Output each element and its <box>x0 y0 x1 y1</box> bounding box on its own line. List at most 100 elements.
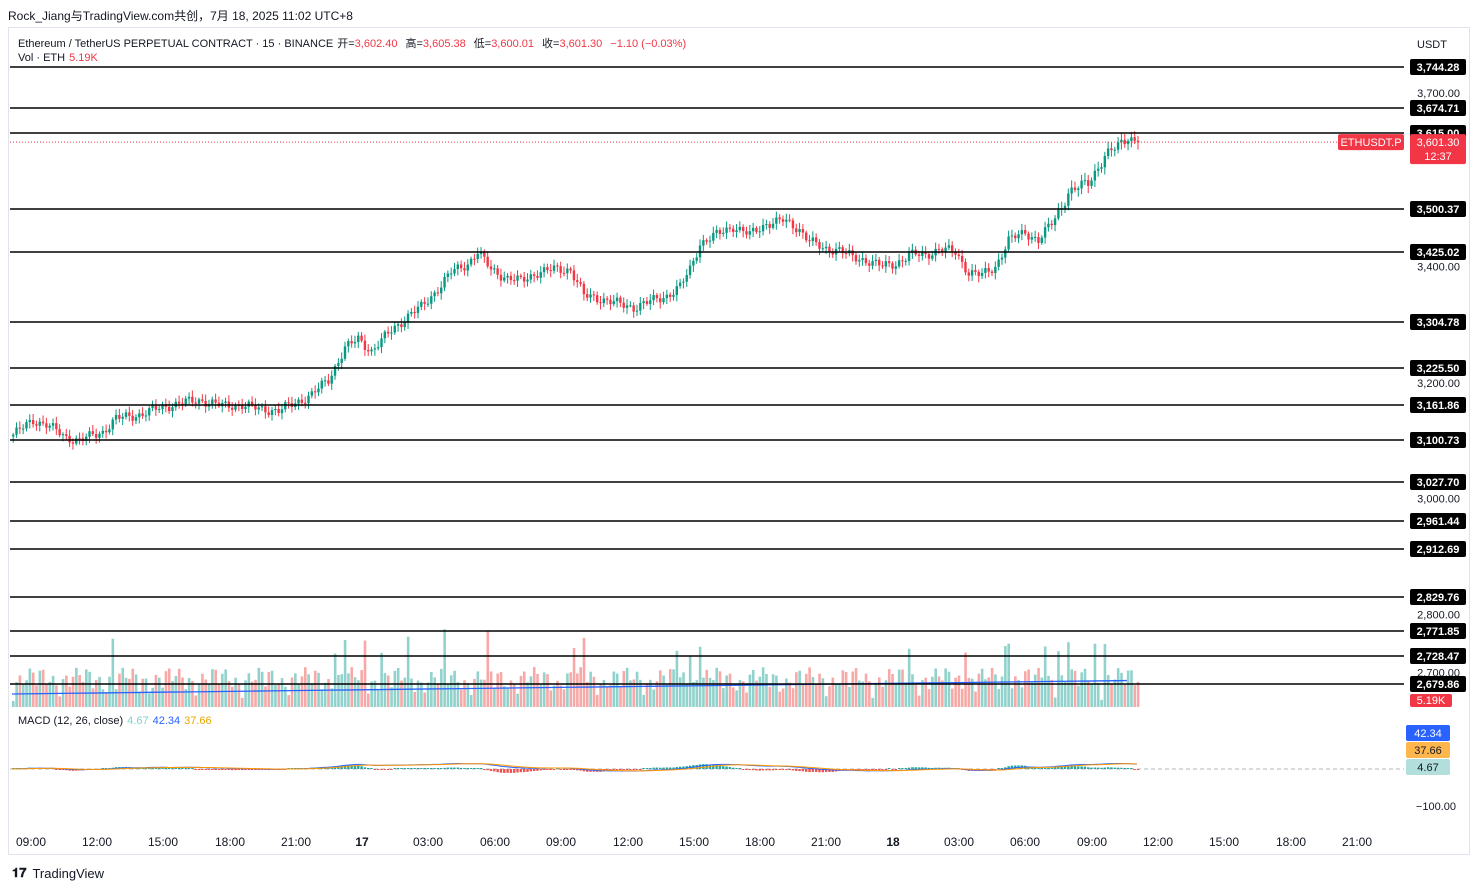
volume-bar <box>619 687 622 707</box>
macd-histogram-bar <box>227 769 231 771</box>
volume-bar <box>864 673 868 707</box>
candle-body <box>499 274 503 281</box>
candle-body <box>765 224 768 226</box>
macd-axis-tick: −100.00 <box>1416 801 1456 813</box>
candle-body <box>55 423 58 430</box>
volume-bar <box>901 669 904 707</box>
macd-histogram-bar <box>897 768 901 769</box>
volume-label[interactable]: Vol · ETH <box>18 52 66 64</box>
macd-histogram-bar <box>1103 767 1107 769</box>
x-axis-tick-label: 21:00 <box>281 835 311 849</box>
macd-histogram-bar <box>805 769 808 772</box>
volume-bar <box>595 694 599 707</box>
tradingview-logo-icon[interactable]: 𝟏𝟕 <box>12 866 27 881</box>
level-label-badge <box>1410 100 1466 116</box>
candle-body <box>984 268 987 273</box>
volume-bar <box>602 679 606 707</box>
macd-histogram-bar <box>526 769 529 772</box>
y-axis-tick-label: 2,800.00 <box>1417 609 1460 621</box>
volume-bar <box>45 684 48 707</box>
volume-bar <box>12 701 15 707</box>
volume-bar <box>894 683 898 707</box>
macd-histogram-bar <box>1093 767 1097 769</box>
candle-body <box>280 409 284 414</box>
candle-body <box>662 298 665 303</box>
macd-histogram-bar <box>821 769 824 773</box>
symbol-legend: Ethereum / TetherUS PERPETUAL CONTRACT ·… <box>18 35 690 51</box>
volume-bar <box>509 680 513 707</box>
candle-body <box>453 268 456 274</box>
macd-histogram-bar <box>141 768 144 769</box>
candle-body <box>1103 156 1107 168</box>
macd-histogram-bar <box>1100 767 1103 769</box>
level-label-badge <box>1410 589 1466 605</box>
volume-bar <box>267 671 271 707</box>
candle-body <box>138 413 141 418</box>
macd-histogram-bar <box>509 769 513 773</box>
volume-bar <box>639 679 642 707</box>
level-label-badge <box>1410 623 1466 639</box>
x-axis-tick-label: 18:00 <box>1276 835 1306 849</box>
volume-bar <box>1087 681 1090 707</box>
candle-body <box>1020 230 1024 235</box>
macd-histogram-bar <box>738 768 742 769</box>
symbol-name[interactable]: Ethereum / TetherUS PERPETUAL CONTRACT ·… <box>18 38 334 50</box>
candle-body <box>476 253 479 259</box>
candle-body <box>45 423 48 428</box>
high-label: 高= <box>405 38 423 50</box>
volume-bar <box>957 675 961 707</box>
macd-histogram-bar <box>732 767 735 769</box>
volume-bar <box>476 671 480 707</box>
candle-body <box>844 253 848 255</box>
volume-bar <box>539 684 543 707</box>
volume-bar <box>164 671 168 707</box>
macd-histogram-bar <box>990 769 994 770</box>
volume-bar <box>858 680 861 707</box>
candle-body <box>323 380 327 382</box>
macd-histogram-bar <box>788 769 791 770</box>
candle-body <box>440 287 443 294</box>
candle-body <box>486 256 489 267</box>
candle-body <box>463 268 466 271</box>
macd-label[interactable]: MACD (12, 26, close) <box>18 715 124 727</box>
candle-body <box>254 404 257 410</box>
volume-bar <box>755 680 758 707</box>
volume-bar <box>247 673 251 707</box>
candle-body <box>625 305 629 308</box>
level-label-text: 3,027.70 <box>1417 477 1460 489</box>
macd-histogram-bar <box>506 769 509 773</box>
candle-body <box>257 407 260 410</box>
candle-body <box>708 240 712 242</box>
macd-histogram-bar <box>244 769 247 771</box>
candle-body <box>78 438 81 440</box>
volume-bar <box>1090 684 1093 707</box>
candle-body <box>194 402 197 404</box>
macd-histogram-bar <box>791 769 795 771</box>
candle-body <box>871 261 874 266</box>
volume-bar <box>207 683 211 707</box>
macd-histogram-bar <box>586 769 589 772</box>
volume-bar <box>68 686 72 707</box>
volume-bar <box>274 685 277 707</box>
candle-body <box>390 332 393 334</box>
macd-histogram-bar <box>678 766 682 769</box>
brand-name[interactable]: TradingView <box>32 866 105 881</box>
level-label-badge <box>1410 314 1466 330</box>
level-label-text: 3,100.73 <box>1417 435 1460 447</box>
macd-histogram-bar <box>522 769 526 773</box>
macd-histogram-bar <box>370 768 373 769</box>
level-label-text: 2,679.86 <box>1417 679 1460 691</box>
candle-body <box>244 406 247 410</box>
macd-histogram-bar <box>380 769 383 770</box>
candle-body <box>51 423 55 426</box>
candle-body <box>413 311 416 313</box>
candle-body <box>1126 140 1130 145</box>
candle-body <box>48 425 51 428</box>
macd-histogram-bar <box>469 768 473 769</box>
x-axis-tick-label: 18:00 <box>745 835 775 849</box>
macd-histogram-bar <box>559 769 562 770</box>
candle-body <box>65 434 68 436</box>
candle-body <box>559 266 562 273</box>
x-axis-tick-label: 12:00 <box>82 835 112 849</box>
